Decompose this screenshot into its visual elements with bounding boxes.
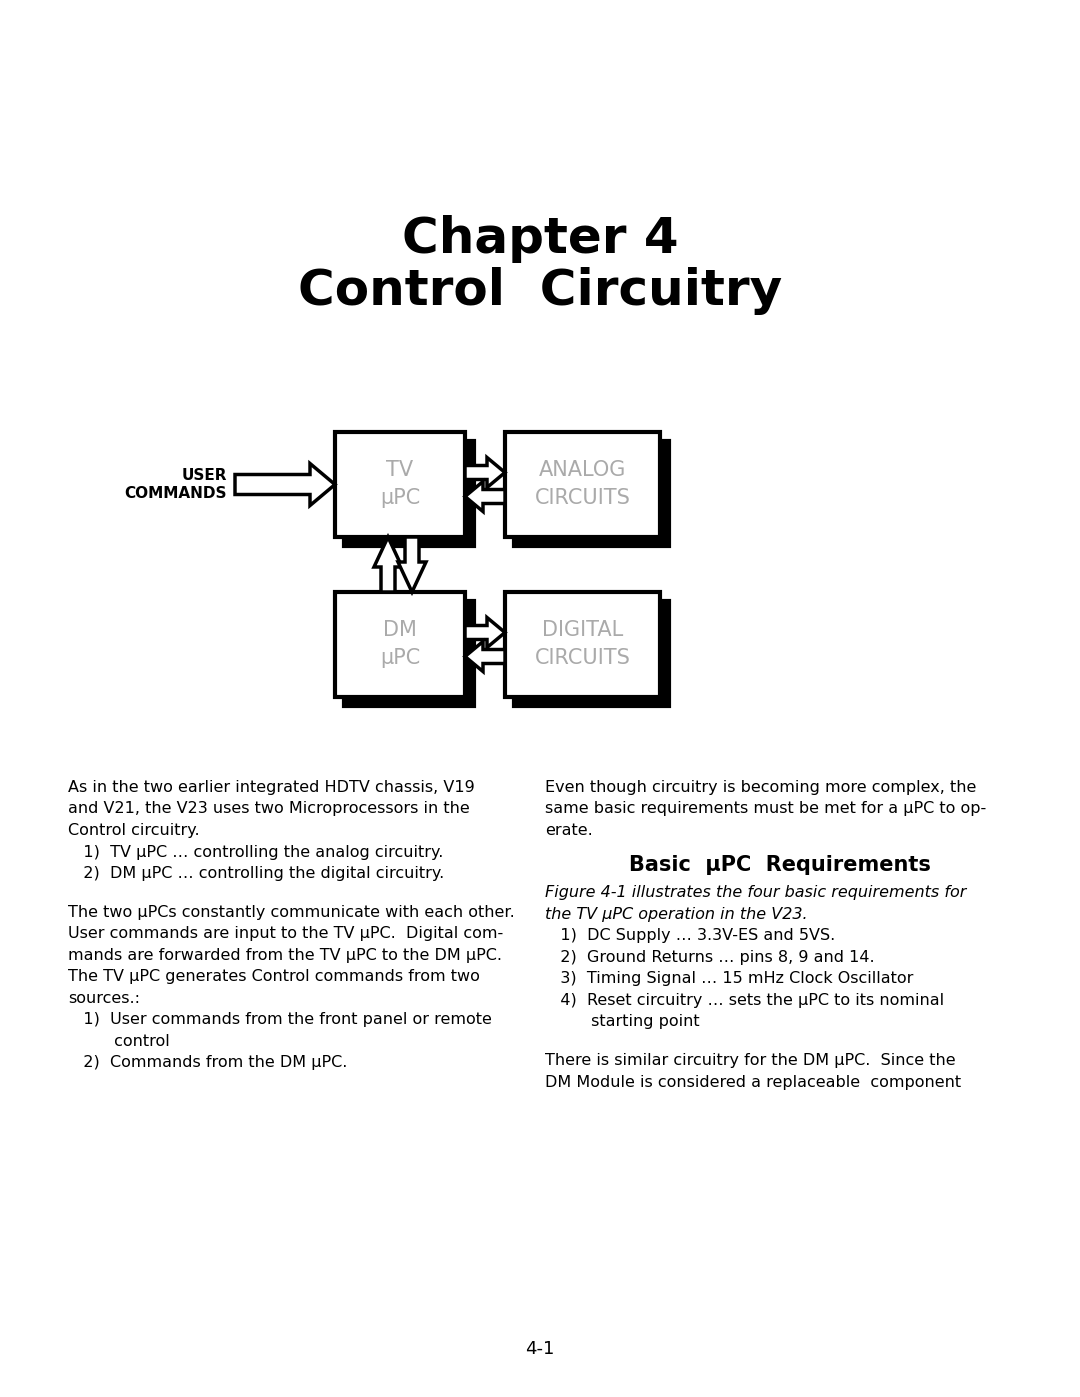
Text: 1)  TV μPC … controlling the analog circuitry.: 1) TV μPC … controlling the analog circu… — [68, 845, 444, 859]
Polygon shape — [374, 536, 402, 592]
Text: Chapter 4: Chapter 4 — [402, 215, 678, 263]
Bar — [345, 441, 474, 546]
Text: sources.:: sources.: — [68, 990, 140, 1006]
Bar — [335, 432, 465, 536]
Text: ANALOG
CIRCUITS: ANALOG CIRCUITS — [535, 461, 631, 509]
Text: erate.: erate. — [545, 823, 593, 838]
Text: the TV μPC operation in the V23.: the TV μPC operation in the V23. — [545, 907, 808, 922]
Text: The two μPCs constantly communicate with each other.: The two μPCs constantly communicate with… — [68, 905, 515, 919]
Text: USER
COMMANDS: USER COMMANDS — [124, 468, 227, 502]
Text: and V21, the V23 uses two Microprocessors in the: and V21, the V23 uses two Microprocessor… — [68, 802, 470, 816]
Bar — [514, 441, 669, 546]
Text: 2)  Ground Returns … pins 8, 9 and 14.: 2) Ground Returns … pins 8, 9 and 14. — [545, 950, 875, 965]
Text: 2)  Commands from the DM μPC.: 2) Commands from the DM μPC. — [68, 1055, 348, 1070]
Text: mands are forwarded from the TV μPC to the DM μPC.: mands are forwarded from the TV μPC to t… — [68, 947, 502, 963]
Text: DM Module is considered a replaceable  component: DM Module is considered a replaceable co… — [545, 1074, 961, 1090]
Text: 1)  User commands from the front panel or remote: 1) User commands from the front panel or… — [68, 1013, 491, 1027]
Polygon shape — [465, 617, 505, 647]
Text: 4)  Reset circuitry … sets the μPC to its nominal: 4) Reset circuitry … sets the μPC to its… — [545, 993, 944, 1007]
Polygon shape — [465, 457, 505, 488]
Text: same basic requirements must be met for a μPC to op-: same basic requirements must be met for … — [545, 802, 986, 816]
Polygon shape — [465, 641, 505, 672]
Text: DIGITAL
CIRCUITS: DIGITAL CIRCUITS — [535, 620, 631, 669]
Text: DM
μPC: DM μPC — [380, 620, 420, 669]
Text: 1)  DC Supply … 3.3V-ES and 5VS.: 1) DC Supply … 3.3V-ES and 5VS. — [545, 929, 835, 943]
Bar — [335, 592, 465, 697]
Bar — [505, 592, 660, 697]
Text: There is similar circuitry for the DM μPC.  Since the: There is similar circuitry for the DM μP… — [545, 1053, 956, 1069]
Text: starting point: starting point — [545, 1014, 700, 1030]
Text: As in the two earlier integrated HDTV chassis, V19: As in the two earlier integrated HDTV ch… — [68, 780, 475, 795]
Bar — [345, 601, 474, 705]
Text: control: control — [68, 1034, 170, 1049]
Text: TV
μPC: TV μPC — [380, 461, 420, 509]
Polygon shape — [399, 536, 426, 592]
Text: Control circuitry.: Control circuitry. — [68, 823, 200, 838]
Text: Figure 4-1 illustrates the four basic requirements for: Figure 4-1 illustrates the four basic re… — [545, 886, 967, 900]
Text: 4-1: 4-1 — [525, 1340, 555, 1358]
Text: User commands are input to the TV μPC.  Digital com-: User commands are input to the TV μPC. D… — [68, 926, 503, 942]
Text: Even though circuitry is becoming more complex, the: Even though circuitry is becoming more c… — [545, 780, 976, 795]
Bar — [505, 432, 660, 536]
Polygon shape — [465, 482, 505, 511]
Polygon shape — [235, 464, 335, 506]
Text: The TV μPC generates Control commands from two: The TV μPC generates Control commands fr… — [68, 970, 480, 985]
Text: 2)  DM μPC … controlling the digital circuitry.: 2) DM μPC … controlling the digital circ… — [68, 866, 444, 882]
Text: Basic  μPC  Requirements: Basic μPC Requirements — [629, 855, 931, 876]
Bar — [514, 601, 669, 705]
Text: Control  Circuitry: Control Circuitry — [298, 267, 782, 314]
Text: 3)  Timing Signal … 15 mHz Clock Oscillator: 3) Timing Signal … 15 mHz Clock Oscillat… — [545, 971, 914, 986]
